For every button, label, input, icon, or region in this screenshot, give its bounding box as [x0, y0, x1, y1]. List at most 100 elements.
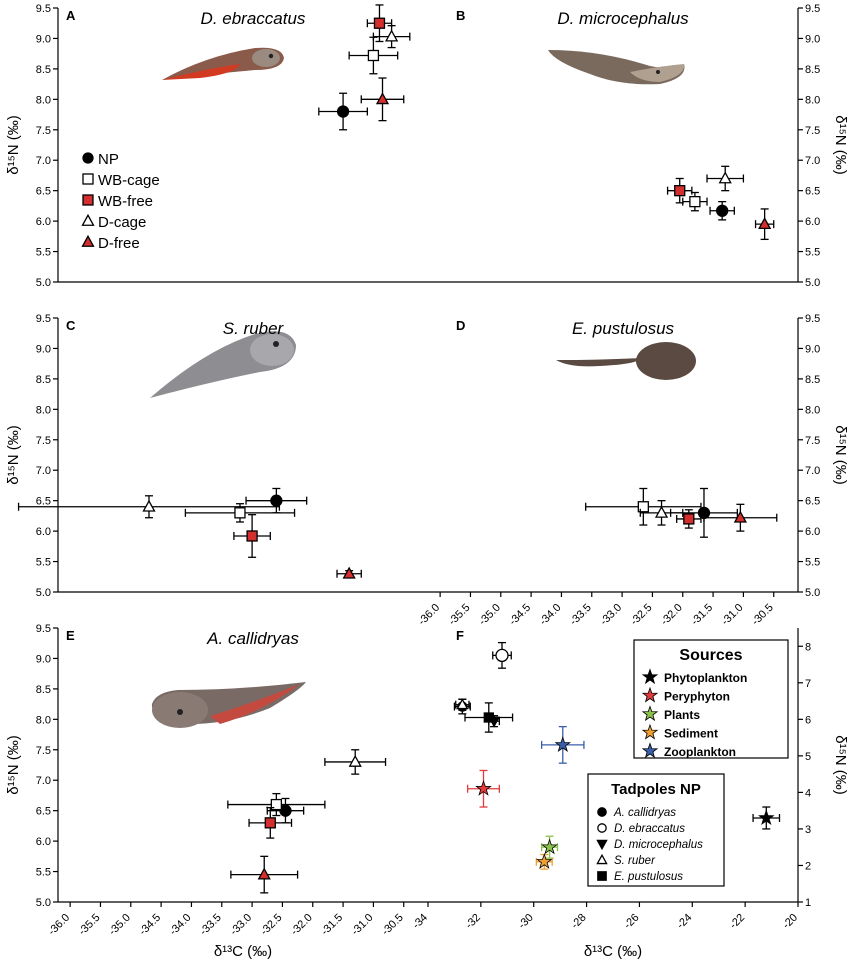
point-A-D-free — [375, 92, 390, 105]
tadpole-image-microcephalus — [548, 50, 685, 85]
y-tick-label-B: 8.5 — [805, 64, 820, 76]
y-axis-title-left: δ¹⁵N (‰) — [5, 425, 22, 485]
x-tick-label-D: -33.0 — [598, 602, 624, 628]
y-tick-label-B: 9.0 — [805, 33, 820, 45]
x-tick-label-E: -35.0 — [107, 912, 133, 938]
y-tick-label-E: 8.5 — [36, 684, 51, 696]
point-source-Peryphyton — [475, 779, 492, 796]
y-tick-label-C: 8.0 — [36, 404, 51, 416]
x-tick-label-E: -30.5 — [380, 912, 406, 938]
legend-label-WB-cage: WB-cage — [98, 172, 160, 189]
y-tick-label-C: 7.5 — [36, 435, 51, 447]
panel-title-D: E. pustulosus — [572, 319, 675, 338]
y-tick-label-A: 7.5 — [36, 125, 51, 137]
y-tick-label-C: 6.5 — [36, 496, 51, 508]
x-tick-label-E: -34.0 — [167, 912, 193, 938]
y-tick-label-A: 5.5 — [36, 247, 51, 259]
sources-legend-label-Phytoplankton: Phytoplankton — [664, 671, 747, 685]
errorbar-D-WB-free — [676, 509, 702, 529]
y-tick-label-B: 6.0 — [805, 216, 820, 228]
y-tick-label-B: 7.0 — [805, 155, 820, 167]
y-tick-label-F: 8 — [805, 641, 811, 653]
y-tick-label-C: 6.0 — [36, 526, 51, 538]
sources-legend-label-Plants: Plants — [664, 708, 700, 722]
data-layer — [17, 4, 789, 894]
y-tick-label-C: 9.0 — [36, 343, 51, 355]
sources-legend-marker-Zooplankton — [641, 742, 659, 759]
tadpoles-legend-label-D. ebraccatus: D. ebraccatus — [614, 823, 685, 835]
tadpoles-legend-marker-D. microcephalus — [596, 839, 608, 851]
x-tick-label-D: -32.0 — [659, 602, 685, 628]
x-tick-label-F: -30 — [516, 912, 536, 932]
y-tick-label-D: 7.5 — [805, 435, 820, 447]
y-tick-label-F: 5 — [805, 751, 811, 763]
tadpoles-legend-label-D. microcephalus: D. microcephalus — [614, 839, 703, 851]
panel-letter-B: B — [456, 8, 465, 23]
x-tick-label-E: -32.5 — [258, 912, 284, 938]
point-C-WB-free — [246, 530, 258, 542]
y-tick-label-A: 9.0 — [36, 33, 51, 45]
legend-label-WB-free: WB-free — [98, 193, 153, 210]
x-tick-label-F: -34 — [410, 912, 430, 932]
y-tick-label-F: 2 — [805, 860, 811, 872]
x-tick-label-F: -22 — [728, 912, 748, 932]
tadpoles-legend-label-S. ruber: S. ruber — [614, 855, 656, 867]
y-tick-label-E: 5.5 — [36, 867, 51, 879]
panel-title-E: A. callidryas — [206, 629, 299, 648]
y-tick-label-A: 9.5 — [36, 3, 51, 15]
y-tick-label-A: 6.0 — [36, 216, 51, 228]
y-tick-label-D: 8.5 — [805, 374, 820, 386]
point-A-NP — [336, 105, 350, 118]
tadpoles-legend-label-A. callidryas: A. callidryas — [613, 807, 676, 819]
tadpole-image-callidryas — [151, 682, 306, 728]
y-tick-label-A: 6.5 — [36, 186, 51, 198]
legend-label-NP: NP — [98, 151, 119, 168]
point-C-D-free — [342, 566, 356, 579]
tadpoles-legend-label-E. pustulosus: E. pustulosus — [614, 871, 683, 883]
tadpoles-legend-marker-A. callidryas — [597, 807, 607, 817]
point-source-Zooplankton — [554, 736, 572, 753]
point-A-WB-cage — [367, 49, 380, 62]
tadpoles-legend-box — [587, 773, 725, 887]
x-tick-label-F: -24 — [675, 912, 695, 932]
y-tick-label-D: 8.0 — [805, 404, 820, 416]
legend-label-D-free: D-free — [98, 235, 140, 252]
y-axis-title-left: δ¹⁵N (‰) — [5, 735, 22, 795]
y-tick-label-A: 8.0 — [36, 94, 51, 106]
y-tick-label-D: 9.0 — [805, 343, 820, 355]
errorbar-A-D-cage — [372, 25, 411, 49]
y-tick-label-D: 6.5 — [805, 496, 820, 508]
y-tick-label-A: 8.5 — [36, 64, 51, 76]
y-tick-label-E: 6.5 — [36, 806, 51, 818]
point-C-WB-cage — [234, 507, 246, 519]
point-D-WB-cage — [637, 501, 649, 513]
axes-E — [53, 627, 428, 907]
point-tadpole-E. pustulosus — [483, 712, 494, 723]
sources-legend-marker-Sediment — [641, 723, 659, 740]
sources-legend-label-Peryphyton: Peryphyton — [664, 690, 730, 704]
y-tick-label-F: 7 — [805, 678, 811, 690]
y-tick-label-D: 6.0 — [805, 526, 820, 538]
point-B-D-cage — [718, 171, 732, 184]
x-tick-label-E: -33.0 — [228, 912, 254, 938]
panel-title-B: D. microcephalus — [557, 9, 689, 28]
point-source-Plants — [541, 838, 558, 855]
sources-legend-marker-Phytoplankton — [641, 668, 659, 685]
axes-C — [53, 317, 428, 593]
y-axis-title-right: δ¹⁵N (‰) — [832, 735, 849, 795]
x-tick-label-F: -26 — [622, 912, 642, 932]
point-B-NP — [716, 204, 729, 217]
y-tick-label-C: 9.5 — [36, 313, 51, 325]
tadpoles-legend-title: Tadpoles NP — [611, 781, 701, 798]
y-axis-title-left: δ¹⁵N (‰) — [5, 115, 22, 175]
y-axis-title-right: δ¹⁵N (‰) — [832, 425, 849, 485]
y-axis-title-right: δ¹⁵N (‰) — [832, 115, 849, 175]
y-tick-label-B: 6.5 — [805, 186, 820, 198]
point-E-D-free — [257, 867, 271, 880]
panel-letter-D: D — [456, 318, 465, 333]
x-tick-label-D: -36.0 — [416, 602, 442, 628]
axes-layer — [53, 7, 803, 907]
sources-legend-label-Zooplankton: Zooplankton — [664, 745, 736, 759]
axes-A — [53, 7, 428, 283]
